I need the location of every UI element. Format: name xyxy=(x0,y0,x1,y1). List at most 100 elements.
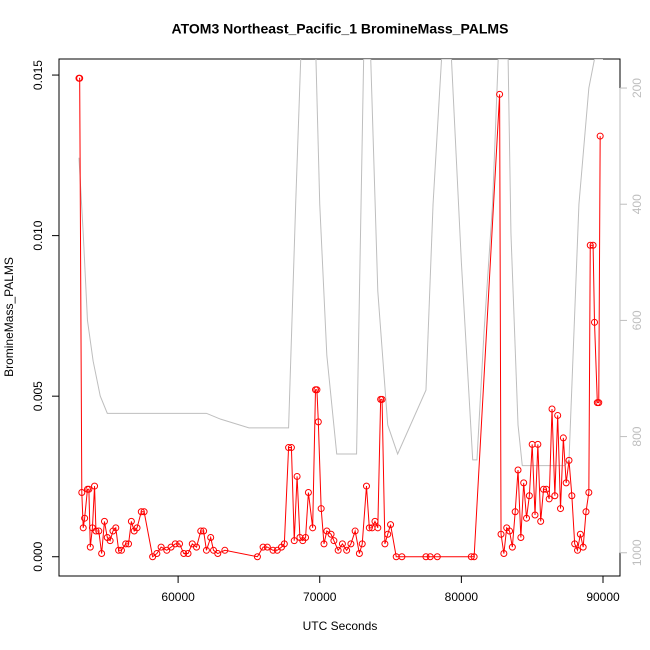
point xyxy=(426,553,434,561)
point xyxy=(184,550,192,558)
point xyxy=(85,485,93,493)
point xyxy=(523,514,531,522)
point xyxy=(586,241,594,249)
point xyxy=(365,524,373,532)
y2-tick-label: 600 xyxy=(630,310,644,330)
point xyxy=(115,546,123,554)
y-tick-label: 0.005 xyxy=(31,381,45,411)
point xyxy=(568,492,576,500)
point xyxy=(76,74,84,82)
point xyxy=(398,553,406,561)
point xyxy=(259,543,267,551)
point xyxy=(207,533,215,541)
point xyxy=(557,505,565,513)
point xyxy=(98,550,106,558)
point xyxy=(548,405,556,413)
point xyxy=(343,546,351,554)
point xyxy=(531,511,539,519)
point xyxy=(327,530,335,538)
point xyxy=(576,530,584,538)
point xyxy=(595,399,603,407)
point xyxy=(355,550,363,558)
point xyxy=(214,550,222,558)
point xyxy=(517,533,525,541)
point xyxy=(537,517,545,525)
point xyxy=(381,540,389,548)
point xyxy=(422,553,430,561)
point xyxy=(514,466,522,474)
x-axis-label: UTC Seconds xyxy=(303,619,378,633)
x-tick-label: 70000 xyxy=(303,590,337,604)
point xyxy=(106,537,114,545)
series-line xyxy=(78,59,604,467)
point xyxy=(525,492,533,500)
point xyxy=(263,543,271,551)
point xyxy=(176,540,184,548)
point xyxy=(92,527,100,535)
point xyxy=(362,482,370,490)
point xyxy=(79,524,87,532)
point xyxy=(565,456,573,464)
point xyxy=(304,489,312,497)
point xyxy=(280,540,288,548)
point xyxy=(374,524,382,532)
point xyxy=(520,479,528,487)
y2-tick-label: 800 xyxy=(630,426,644,446)
plot-area xyxy=(75,59,604,561)
point xyxy=(579,543,587,551)
point xyxy=(433,553,441,561)
point xyxy=(193,543,201,551)
point xyxy=(497,530,505,538)
point xyxy=(86,543,94,551)
y-tick-label: 0.000 xyxy=(31,541,45,571)
point xyxy=(334,546,342,554)
y-tick-label: 0.010 xyxy=(31,220,45,250)
point xyxy=(313,386,321,394)
point xyxy=(347,540,355,548)
point xyxy=(157,543,165,551)
point xyxy=(551,492,559,500)
point xyxy=(508,543,516,551)
point xyxy=(112,524,120,532)
x-tick-label: 60000 xyxy=(161,590,195,604)
point xyxy=(542,485,550,493)
point xyxy=(125,540,133,548)
point xyxy=(540,485,548,493)
point xyxy=(309,524,317,532)
point xyxy=(197,527,205,535)
point xyxy=(387,521,395,529)
y2-tick-label: 400 xyxy=(630,194,644,214)
point xyxy=(200,527,208,535)
point xyxy=(320,540,328,548)
point xyxy=(559,434,567,442)
point xyxy=(500,550,508,558)
point xyxy=(171,540,179,548)
y2-tick-label: 1000 xyxy=(630,539,644,566)
point xyxy=(585,489,593,497)
point xyxy=(100,517,108,525)
point xyxy=(589,241,597,249)
point xyxy=(221,546,229,554)
x-tick-label: 80000 xyxy=(445,590,479,604)
point xyxy=(153,550,161,558)
y-tick-label: 0.015 xyxy=(31,60,45,90)
point xyxy=(140,508,148,516)
point xyxy=(269,546,277,554)
series-line xyxy=(78,77,601,558)
point xyxy=(95,527,103,535)
point xyxy=(554,411,562,419)
point xyxy=(81,514,89,522)
point xyxy=(180,550,188,558)
point xyxy=(506,527,514,535)
point xyxy=(358,540,366,548)
point xyxy=(330,537,338,545)
point xyxy=(285,444,293,452)
point xyxy=(122,540,130,548)
point xyxy=(351,527,359,535)
point xyxy=(384,530,392,538)
point xyxy=(302,533,310,541)
point xyxy=(534,440,542,448)
point xyxy=(470,553,478,561)
point xyxy=(511,508,519,516)
